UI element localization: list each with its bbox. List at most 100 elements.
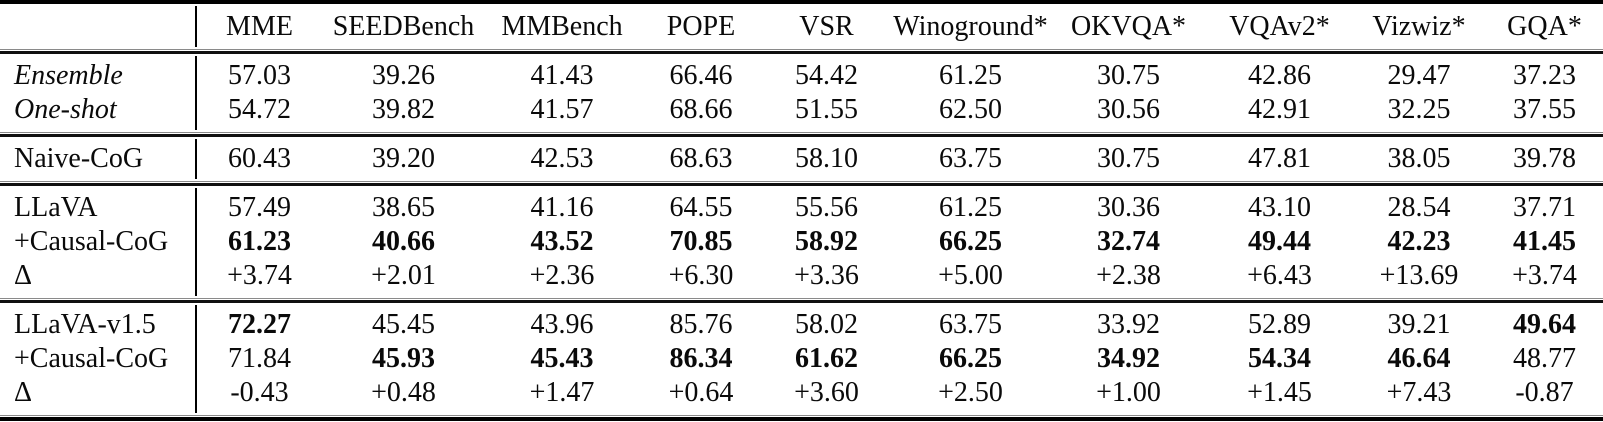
table-row: Δ -0.43 +0.48 +1.47 +0.64 +3.60 +2.50 +1.00 +1.4… bbox=[0, 376, 1603, 410]
table-cell: +0.64 bbox=[668, 377, 734, 408]
table-cell: 39.20 bbox=[372, 143, 435, 174]
table-cell: 45.93 bbox=[372, 343, 435, 374]
table-cell: 51.55 bbox=[795, 94, 858, 125]
table-cell: 61.23 bbox=[228, 226, 291, 257]
table-cell: 28.54 bbox=[1387, 192, 1451, 223]
group-divider-rule bbox=[0, 181, 1603, 186]
group-baselines: Ensemble 57.03 39.26 41.43 66.46 54.42 61.25 30… bbox=[0, 54, 1603, 132]
table-cell: 42.53 bbox=[530, 143, 594, 174]
table-cell: 60.43 bbox=[228, 143, 291, 174]
table-cell: 68.63 bbox=[669, 143, 733, 174]
table-row: +Causal-CoG 71.84 45.93 45.43 86.34 61.62 66.2… bbox=[0, 342, 1603, 376]
table-cell: 58.02 bbox=[795, 309, 858, 340]
row-label: +Causal-CoG bbox=[14, 226, 169, 257]
table-cell: +5.00 bbox=[938, 260, 1003, 291]
table-row: +Causal-CoG 61.23 40.66 43.52 70.85 58.92 66.2… bbox=[0, 225, 1603, 259]
table-cell: 58.10 bbox=[795, 143, 858, 174]
column-header: Vizwiz* bbox=[1372, 11, 1466, 42]
table-cell: 40.66 bbox=[372, 226, 435, 257]
table-cell: 62.50 bbox=[939, 94, 1002, 125]
column-header: OKVQA* bbox=[1070, 11, 1187, 42]
table-cell: 42.91 bbox=[1248, 94, 1311, 125]
table-cell: 37.55 bbox=[1513, 94, 1576, 125]
table-cell: +2.01 bbox=[371, 260, 436, 291]
table-header-band: MME SEEDBench MMBench POPE VSR Winoground* OKV… bbox=[0, 4, 1603, 49]
row-label: One-shot bbox=[14, 94, 117, 125]
table-cell: 64.55 bbox=[669, 192, 733, 223]
column-header: Winoground* bbox=[893, 11, 1048, 42]
table-cell: +2.50 bbox=[938, 377, 1003, 408]
table-cell: 39.78 bbox=[1513, 143, 1576, 174]
table-cell: 45.43 bbox=[530, 343, 594, 374]
table-cell: +1.00 bbox=[1096, 377, 1161, 408]
table-top-rule bbox=[0, 0, 1603, 4]
table-cell: 48.77 bbox=[1513, 343, 1576, 374]
table-cell: 68.66 bbox=[669, 94, 733, 125]
table-cell: 47.81 bbox=[1248, 143, 1311, 174]
column-header: VQAv2* bbox=[1229, 11, 1330, 42]
table-cell: 39.82 bbox=[372, 94, 435, 125]
table-cell: 71.84 bbox=[228, 343, 291, 374]
group-divider-rule bbox=[0, 298, 1603, 303]
row-label: LLaVA bbox=[14, 192, 98, 223]
table-cell: 43.52 bbox=[530, 226, 594, 257]
column-header: MME bbox=[226, 11, 293, 42]
table-cell: 63.75 bbox=[939, 309, 1002, 340]
table-cell: 30.56 bbox=[1097, 94, 1160, 125]
table-bottom-rule bbox=[0, 415, 1603, 421]
table-cell: 72.27 bbox=[228, 309, 291, 340]
table-row: One-shot 54.72 39.82 41.57 68.66 51.55 62.50 30… bbox=[0, 93, 1603, 127]
table-cell: 63.75 bbox=[939, 143, 1002, 174]
row-label: Ensemble bbox=[14, 60, 123, 91]
table-cell: +2.38 bbox=[1096, 260, 1161, 291]
table-cell: 57.49 bbox=[228, 192, 291, 223]
table-cell: 42.23 bbox=[1387, 226, 1451, 257]
table-cell: 57.03 bbox=[228, 60, 291, 91]
table-cell: 33.92 bbox=[1097, 309, 1160, 340]
table-cell: 41.16 bbox=[530, 192, 594, 223]
table-cell: 58.92 bbox=[795, 226, 858, 257]
row-label: Naive-CoG bbox=[14, 143, 144, 174]
table-cell: +3.74 bbox=[1512, 260, 1577, 291]
table-cell: 85.76 bbox=[669, 309, 733, 340]
table-cell: 41.45 bbox=[1513, 226, 1576, 257]
table-header-row: MME SEEDBench MMBench POPE VSR Winoground* OKV… bbox=[0, 4, 1603, 49]
table-cell: 49.64 bbox=[1513, 309, 1576, 340]
table-cell: +3.36 bbox=[794, 260, 859, 291]
table-cell: 41.57 bbox=[530, 94, 594, 125]
table-cell: 54.72 bbox=[228, 94, 291, 125]
table-cell: 39.21 bbox=[1387, 309, 1451, 340]
table-cell: 70.85 bbox=[669, 226, 733, 257]
table-cell: 38.05 bbox=[1387, 143, 1451, 174]
row-label: +Causal-CoG bbox=[14, 343, 169, 374]
table-cell: +3.60 bbox=[794, 377, 859, 408]
column-header: MMBench bbox=[501, 11, 623, 42]
table-cell: 30.36 bbox=[1097, 192, 1160, 223]
table-row: Δ +3.74 +2.01 +2.36 +6.30 +3.36 +5.00 +2.38 +6.4… bbox=[0, 259, 1603, 293]
table-cell: 52.89 bbox=[1248, 309, 1311, 340]
table-cell: 86.34 bbox=[669, 343, 733, 374]
row-label: Δ bbox=[14, 377, 33, 408]
table-cell: 49.44 bbox=[1248, 226, 1311, 257]
table-cell: 54.34 bbox=[1248, 343, 1311, 374]
table-cell: -0.87 bbox=[1515, 377, 1574, 408]
table-cell: 66.25 bbox=[939, 226, 1002, 257]
table-row: LLaVA 57.49 38.65 41.16 64.55 55.56 61.25 30.36… bbox=[0, 191, 1603, 225]
table-cell: 32.25 bbox=[1387, 94, 1451, 125]
table-cell: 45.45 bbox=[372, 309, 435, 340]
row-label: LLaVA-v1.5 bbox=[14, 309, 156, 340]
table-cell: +6.30 bbox=[668, 260, 734, 291]
table-cell: +1.47 bbox=[529, 377, 595, 408]
column-header: POPE bbox=[666, 11, 736, 42]
table-cell: 34.92 bbox=[1097, 343, 1160, 374]
table-cell: 39.26 bbox=[372, 60, 435, 91]
table-cell: 29.47 bbox=[1387, 60, 1451, 91]
header-divider-rule bbox=[0, 49, 1603, 54]
table-cell: +7.43 bbox=[1386, 377, 1452, 408]
table-cell: 61.62 bbox=[795, 343, 858, 374]
table-cell: 42.86 bbox=[1248, 60, 1311, 91]
table-cell: -0.43 bbox=[230, 377, 289, 408]
table-cell: +13.69 bbox=[1379, 260, 1459, 291]
table-cell: 54.42 bbox=[795, 60, 858, 91]
